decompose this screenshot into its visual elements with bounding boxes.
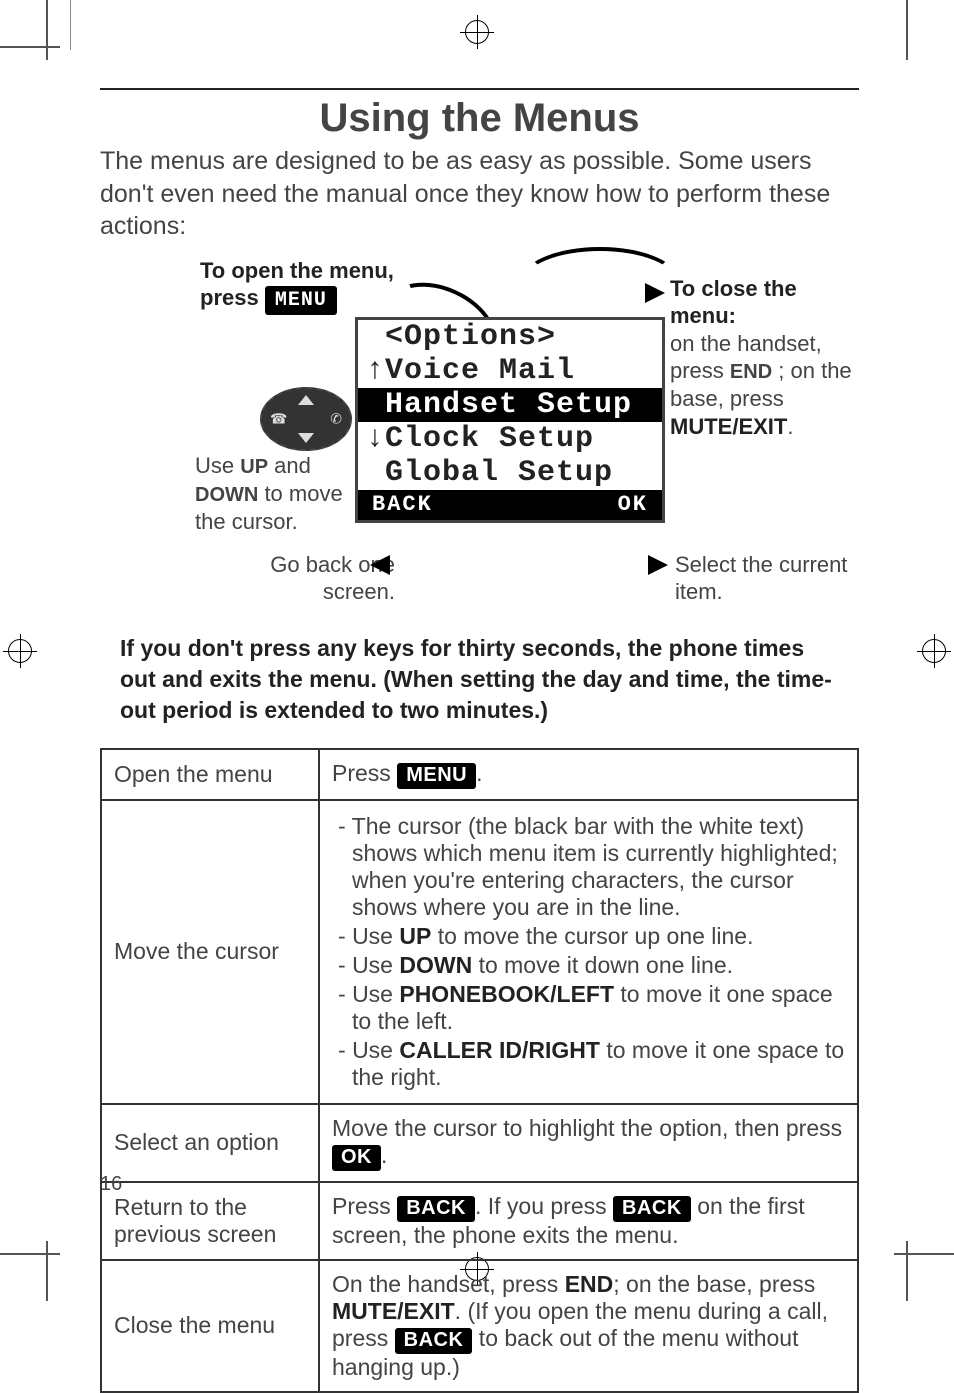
registration-mark-right [922,639,946,663]
arrow-right-icon-2 [648,555,668,575]
table-row: Open the menu Press MENU. [101,749,858,800]
timeout-note: If you don't press any keys for thirty s… [100,633,859,726]
ok-pill: OK [332,1145,381,1171]
registration-mark-left [8,639,32,663]
action-desc: Move the cursor to highlight the option,… [319,1104,858,1182]
lcd-row-clock-setup: ↓Clock Setup [358,422,662,456]
action-name: Return to the previous screen [101,1182,319,1260]
cursor-up: Use UP to move the cursor up one line. [338,923,845,950]
close-menu-heading: To close the menu: [670,276,797,329]
action-desc: The cursor (the black bar with the white… [319,800,858,1104]
action-name: Move the cursor [101,800,319,1104]
cursor-left: Use PHONEBOOK/LEFT to move it one space … [338,981,845,1035]
lcd-screen: <Options> ↑Voice Mail Handset Setup ↓Clo… [355,317,665,523]
lcd-ok-label: OK [604,490,662,520]
menu-diagram: To open the menu, press MENU To close th… [100,257,859,627]
page-title: Using the Menus [100,96,859,141]
action-desc: On the handset, press END; on the base, … [319,1260,858,1392]
menu-pill: MENU [265,286,337,315]
intro-paragraph: The menus are designed to be as easy as … [100,145,859,243]
crop-mark [0,1253,60,1255]
lcd-back-label: BACK [358,490,447,520]
back-pill: BACK [395,1328,473,1354]
back-pill: BACK [613,1196,691,1222]
close-tail: . [787,414,793,439]
nav-pad-icon: ☎ ✆ [260,387,352,451]
page: Using the Menus The menus are designed t… [0,0,954,1301]
table-row: Return to the previous screen Press BACK… [101,1182,858,1260]
crop-mark [46,1241,48,1301]
callout-select: Select the current item. [675,551,865,606]
lcd-row-handset-setup: Handset Setup [358,388,662,422]
crop-mark [906,0,908,60]
page-number: 16 [100,1173,122,1196]
actions-table: Open the menu Press MENU. Move the curso… [100,748,859,1393]
crop-mark [894,1253,954,1255]
action-name: Open the menu [101,749,319,800]
action-desc: Press BACK. If you press BACK on the fir… [319,1182,858,1260]
callout-go-back: Go back one screen. [205,551,395,606]
table-row: Move the cursor The cursor (the black ba… [101,800,858,1104]
lcd-footer: BACK OK [358,490,662,520]
lcd-row-voicemail: ↑Voice Mail [358,354,662,388]
phonebook-icon: ☎ [270,410,287,427]
menu-pill: MENU [397,763,476,789]
open-menu-line1: To open the menu, [200,258,394,283]
rule-top [100,88,859,90]
crop-mark [46,0,48,60]
callerid-icon: ✆ [330,410,342,427]
action-desc: Press MENU. [319,749,858,800]
cursor-right: Use CALLER ID/RIGHT to move it one space… [338,1037,845,1091]
action-name: Select an option [101,1104,319,1182]
content-area: Using the Menus The menus are designed t… [100,88,859,1393]
close-key-end: END [730,361,772,383]
cursor-down: Use DOWN to move it down one line. [338,952,845,979]
arrow-curve-2 [520,247,680,317]
crop-mark [0,46,60,48]
back-pill: BACK [397,1196,475,1222]
action-name: Close the menu [101,1260,319,1392]
callout-updown: Use UP and DOWN to move the cursor. [195,452,375,536]
table-row: Close the menu On the handset, press END… [101,1260,858,1392]
lcd-header: <Options> [358,320,662,354]
registration-mark-top [465,20,489,44]
table-row: Select an option Move the cursor to high… [101,1104,858,1182]
open-menu-press: press [200,285,265,310]
arrow-left-icon [370,555,390,575]
lcd-row-global-setup: Global Setup [358,456,662,490]
crop-mark [70,0,71,50]
callout-close-menu: To close the menu: on the handset, press… [670,275,860,441]
crop-mark [906,1241,908,1301]
close-key-mute: MUTE/EXIT [670,414,787,439]
cursor-note: The cursor (the black bar with the white… [338,813,845,921]
